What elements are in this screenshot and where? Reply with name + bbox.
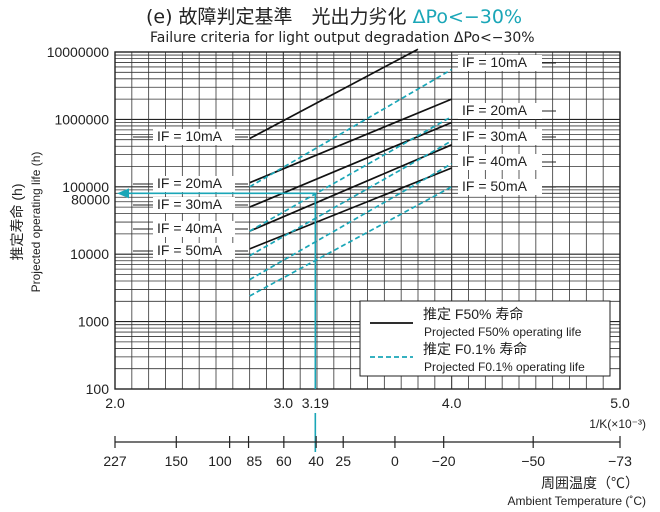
label-background	[153, 221, 235, 237]
temp-tick-label: 40	[308, 453, 324, 469]
x-tick-labels: 2.0 3.0 4.0 5.0	[105, 395, 630, 411]
series-line	[249, 140, 453, 257]
right-current-label: IF = 40mA	[462, 153, 528, 169]
label-background	[153, 176, 235, 192]
label-background	[153, 243, 235, 259]
right-current-label: IF = 50mA	[462, 178, 528, 194]
highlight-arrow	[117, 188, 129, 199]
y-tick-labels: 100 1000 10000 100000 1000000 10000000	[47, 44, 110, 397]
temp-tick-label: 25	[335, 453, 351, 469]
plot-border	[114, 51, 621, 390]
right-current-label: IF = 20mA	[462, 102, 528, 118]
current-labels: IF = 10mA IF = 20mA IF = 30mA IF = 40mA IF =…	[133, 54, 556, 259]
x-tick-label: 3.0	[274, 395, 294, 411]
right-current-label: IF = 10mA	[462, 54, 528, 70]
x-tick-label: 5.0	[610, 395, 630, 411]
x-tick-label: 4.0	[442, 395, 462, 411]
left-current-label: IF = 10mA	[157, 128, 223, 144]
series-line	[249, 162, 453, 281]
x-axis-title-inv: 1/K(×10⁻³)	[589, 417, 646, 431]
temp-tick-label: 150	[165, 453, 189, 469]
series-line	[249, 48, 419, 140]
label-background	[458, 179, 542, 195]
left-current-label: IF = 30mA	[157, 196, 223, 212]
highlight-y-label: 80000	[71, 191, 110, 207]
label-background	[458, 129, 542, 145]
y-tick-label: 10000000	[47, 44, 110, 60]
y-axis-title-en: Projected operating life (h)	[29, 152, 43, 293]
highlight-x-label: 3.19	[302, 395, 329, 411]
left-current-label: IF = 50mA	[157, 242, 223, 258]
y-tick-label: 10000	[70, 246, 109, 262]
series-line	[249, 68, 453, 188]
y-tick-label: 1000	[78, 314, 109, 330]
temp-tick-label: 85	[247, 453, 263, 469]
series-line	[249, 167, 452, 250]
highlight: 80000 3.19	[71, 188, 329, 452]
y-tick-label: 1000000	[54, 111, 109, 127]
series-line	[249, 98, 452, 184]
temp-tick-label: 60	[276, 453, 292, 469]
x-axis-title-temp-jp: 周囲温度（℃）	[541, 475, 639, 491]
temp-tick-label: 227	[103, 453, 127, 469]
chart-title-delta: ΔPo<−30%	[413, 6, 522, 28]
legend-label-f50-jp: 推定 F50% 寿命	[423, 306, 523, 322]
right-current-label: IF = 30mA	[462, 128, 528, 144]
label-background	[458, 103, 542, 119]
left-current-label: IF = 20mA	[157, 175, 223, 191]
left-current-label: IF = 40mA	[157, 220, 223, 236]
legend-label-f50-en: Projected F50% operating life	[424, 325, 582, 339]
chart-title: (e) 故障判定基準 光出力劣化 ΔPo<−30%	[146, 6, 522, 28]
label-background	[458, 154, 542, 170]
x-tick-label: 2.0	[105, 395, 125, 411]
y-tick-label: 100	[86, 381, 110, 397]
temp-tick-label: 100	[208, 453, 232, 469]
plot-frame	[114, 51, 621, 390]
legend-label-f01-jp: 推定 F0.1% 寿命	[423, 341, 527, 357]
chart-subtitle: Failure criteria for light output degrad…	[150, 30, 535, 46]
label-background	[458, 55, 542, 71]
x-axis-title-temp-en: Ambient Temperature (˚C)	[508, 494, 647, 508]
label-background	[153, 129, 235, 145]
y-axis-title-jp: 推定寿命 (h)	[9, 184, 25, 261]
temperature-axis: 227 150 100 85 60 40 25 0 −20 −50 −73	[103, 436, 632, 469]
legend: 推定 F50% 寿命 Projected F50% operating life 推…	[359, 300, 611, 377]
label-background	[153, 197, 235, 213]
series-line	[249, 115, 453, 232]
temp-tick-label: −73	[608, 453, 632, 469]
temp-tick-label: −50	[521, 453, 545, 469]
series-line	[249, 186, 453, 297]
temp-tick-label: −20	[432, 453, 456, 469]
y-tick-label: 100000	[62, 179, 109, 195]
temp-tick-label: 0	[391, 453, 399, 469]
legend-label-f01-en: Projected F0.1% operating life	[424, 360, 585, 374]
legend-box	[359, 300, 611, 377]
